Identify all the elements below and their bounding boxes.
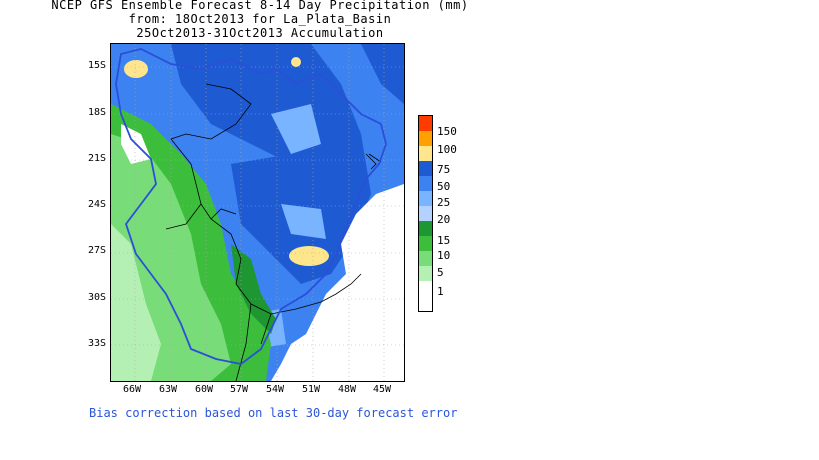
legend-swatch-none (419, 281, 432, 311)
precipitation-map (110, 43, 405, 382)
precip-patch-yellow-1 (124, 60, 148, 78)
la-plata-basin-outline (115, 48, 387, 365)
lon-label-57w: 57W (230, 384, 249, 395)
lat-label-15s: 15S (88, 60, 107, 71)
legend-swatch-100-150 (419, 131, 432, 146)
precip-strip-darkgreen (231, 244, 276, 334)
legend-label-10: 10 (437, 249, 451, 262)
legend-label-25: 25 (437, 196, 451, 209)
legend-label-15: 15 (437, 234, 451, 247)
legend-label-100: 100 (437, 143, 457, 156)
precip-region-blue-dark-3 (361, 44, 404, 104)
ocean-area (271, 184, 404, 381)
lat-label-27s: 27S (88, 245, 107, 256)
legend-swatch-150-plus (419, 116, 432, 131)
legend-swatch-50-75 (419, 161, 432, 176)
lat-label-18s: 18S (88, 107, 107, 118)
legend-swatch-1-5 (419, 251, 432, 266)
lon-label-45w: 45W (373, 384, 392, 395)
legend-swatch-5-10 (419, 236, 432, 251)
legend-label-20: 20 (437, 213, 451, 226)
lon-label-48w: 48W (338, 384, 357, 395)
precip-region-palegreen (111, 224, 161, 381)
precip-patch-lightblue-2 (281, 204, 326, 239)
legend-label-1: 1 (437, 285, 444, 298)
lat-label-21s: 21S (88, 153, 107, 164)
map-title-line-2: from: 18Oct2013 for La_Plata_Basin (128, 12, 392, 26)
precipitation-map-canvas (111, 44, 404, 381)
legend-swatch-15-20 (419, 206, 432, 221)
lat-label-24s: 24S (88, 199, 107, 210)
map-title-line-1: NCEP GFS Ensemble Forecast 8-14 Day Prec… (51, 0, 469, 12)
legend-label-75: 75 (437, 163, 451, 176)
lon-label-60w: 60W (195, 384, 214, 395)
bias-correction-note: Bias correction based on last 30-day for… (89, 406, 458, 420)
legend-swatch-10-15 (419, 221, 432, 236)
legend-label-50: 50 (437, 180, 451, 193)
map-title-line-3: 25Oct2013-31Oct2013 Accumulation (136, 26, 384, 40)
lon-label-66w: 66W (123, 384, 142, 395)
precip-patch-yellow-3 (289, 246, 329, 266)
map-grid (111, 44, 404, 381)
legend-swatch-75-100 (419, 146, 432, 161)
lon-label-63w: 63W (159, 384, 178, 395)
lon-label-54w: 54W (266, 384, 285, 395)
precip-patch-yellow-2 (291, 57, 301, 67)
legend-label-150: 150 (437, 125, 457, 138)
country-borders (165, 83, 382, 381)
legend-label-5: 5 (437, 266, 444, 279)
legend-swatch-20-25 (419, 191, 432, 206)
lon-label-51w: 51W (302, 384, 321, 395)
precipitation-color-legend (418, 115, 433, 312)
lat-label-30s: 30S (88, 292, 107, 303)
legend-swatch-under-1 (419, 266, 432, 281)
legend-swatch-25-50 (419, 176, 432, 191)
precip-patch-lightblue-1 (271, 104, 321, 154)
lat-label-33s: 33S (88, 338, 107, 349)
